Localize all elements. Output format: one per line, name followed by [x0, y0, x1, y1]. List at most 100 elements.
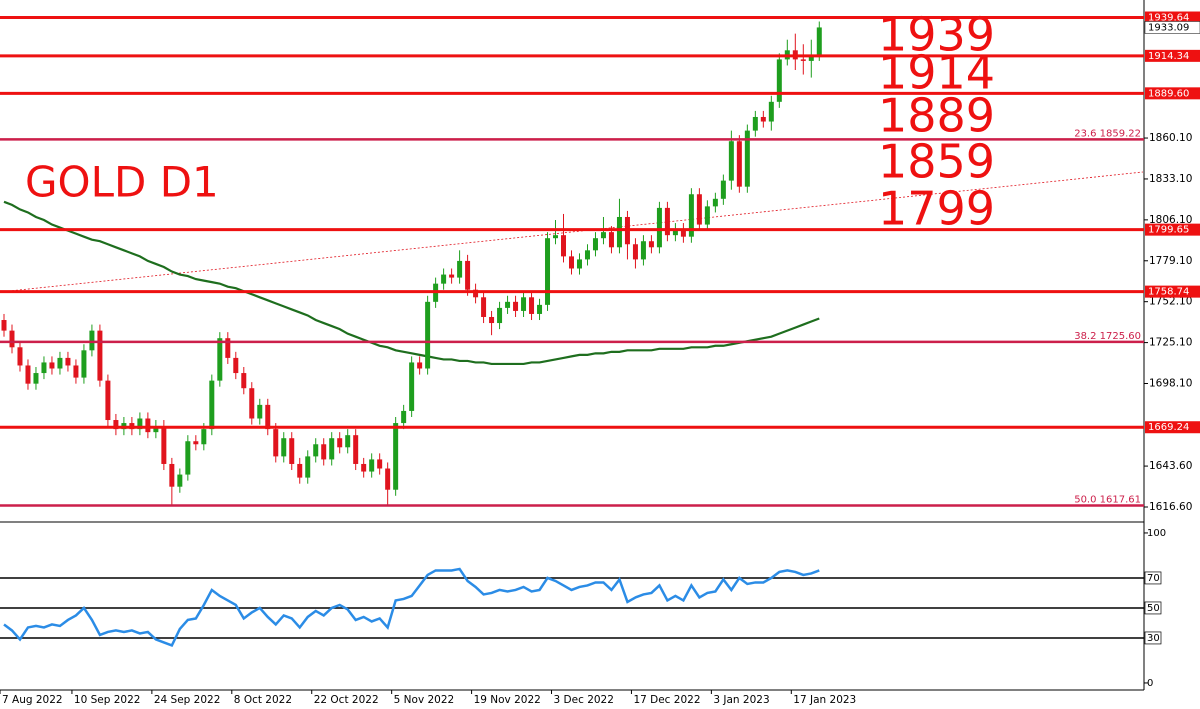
candle-body [361, 463, 367, 472]
candle-body [473, 289, 479, 298]
y-tick-label: 1643.60 [1149, 460, 1192, 472]
candle-body [33, 373, 39, 384]
x-tick-label: 17 Jan 2023 [793, 694, 856, 706]
candle-body [113, 420, 119, 430]
candle-body [497, 307, 503, 324]
candle-body [752, 116, 758, 131]
candle-body [569, 256, 574, 269]
candle-body [281, 438, 287, 457]
candle-body [73, 365, 79, 378]
x-tick-label: 19 Nov 2022 [474, 694, 541, 706]
candle-body [225, 338, 231, 358]
y-tick-label: 1698.10 [1149, 378, 1192, 390]
candle-body [305, 456, 311, 478]
candle-body [273, 429, 279, 457]
candle-body [265, 404, 271, 430]
y-tick-label: 0 [1147, 678, 1153, 689]
candle-body [800, 59, 806, 61]
candle-body [776, 59, 782, 102]
candle-body [9, 330, 15, 348]
candle-body [393, 423, 399, 490]
x-tick-label: 8 Oct 2022 [234, 694, 292, 706]
candle-body [137, 418, 143, 430]
y-tick-label: 30 [1147, 633, 1160, 644]
candle-body [489, 316, 495, 324]
y-tick-label: 1833.10 [1149, 173, 1192, 185]
rsi-level-box [1144, 631, 1162, 645]
candle-body [465, 260, 471, 290]
candle-body [505, 301, 511, 308]
candle-body [592, 238, 598, 251]
level-label: 1799.65 [1148, 225, 1189, 236]
bid-label: 1933.09 [1148, 22, 1189, 33]
candle-body [640, 241, 646, 260]
candle-body [616, 216, 622, 248]
candle-body [289, 438, 295, 464]
bid-label-box [1144, 21, 1200, 34]
y-tick-label: 1806.10 [1149, 214, 1192, 226]
level-label: 1669.24 [1148, 422, 1189, 433]
candle-body [664, 207, 670, 236]
y-tick-label: 1752.10 [1149, 296, 1192, 308]
candle-body [177, 474, 183, 487]
candle-body [728, 141, 734, 181]
fib-level-label: 38.2 1725.60 [1074, 331, 1141, 342]
big-level-label: 1914 [878, 46, 995, 100]
candle-body [377, 459, 383, 469]
rsi-level-box [1144, 601, 1162, 615]
candle-body [57, 357, 63, 369]
candle-body [688, 194, 694, 237]
candle-body [816, 27, 822, 55]
candle-body [153, 426, 159, 433]
candle-body [17, 347, 23, 366]
y-tick-label: 100 [1147, 528, 1166, 539]
candle-body [321, 444, 327, 460]
trendline [0, 171, 1144, 293]
candle-body [257, 404, 263, 419]
moving-average [3, 200, 820, 366]
rsi-line [3, 567, 820, 648]
candle-body [736, 141, 742, 187]
fib-level-label: 23.6 1859.22 [1074, 128, 1141, 139]
level-label: 1914.34 [1148, 51, 1189, 62]
candle-body [417, 362, 423, 369]
x-tick-label: 24 Sep 2022 [154, 694, 221, 706]
candle-body [89, 330, 95, 351]
candle-body [712, 198, 718, 207]
candle-body [561, 235, 567, 257]
candle-body [545, 238, 551, 305]
x-tick-label: 3 Jan 2023 [713, 694, 769, 706]
level-label-box [1145, 87, 1200, 100]
x-tick-label: 17 Dec 2022 [633, 694, 700, 706]
level-label: 1939.64 [1148, 13, 1189, 24]
candle-body [425, 301, 431, 369]
candle-body [169, 463, 175, 487]
x-tick-label: 10 Sep 2022 [74, 694, 141, 706]
candle-body [161, 426, 167, 464]
candle-body [632, 244, 638, 260]
candle-body [704, 206, 710, 225]
candle-body [241, 373, 247, 389]
level-label: 1889.60 [1148, 88, 1189, 99]
candle-body [760, 116, 766, 122]
candle-body [385, 468, 391, 490]
candle-body [529, 297, 535, 314]
candle-body [449, 274, 455, 278]
candle-body [696, 194, 702, 225]
x-tick-label: 22 Oct 2022 [314, 694, 379, 706]
candle-body [185, 441, 191, 475]
level-label: 1758.74 [1148, 287, 1189, 298]
candle-body [217, 338, 223, 381]
level-label-box [1145, 49, 1200, 62]
candle-body [409, 362, 415, 411]
candle-body [648, 241, 654, 248]
candle-body [353, 435, 359, 464]
candle-body [656, 207, 662, 248]
candle-body [608, 232, 614, 248]
candle-body [401, 410, 407, 424]
big-level-label: 1799 [878, 182, 995, 236]
y-tick-label: 1725.10 [1149, 337, 1192, 349]
candle-body [25, 365, 31, 384]
candle-body [193, 441, 199, 445]
